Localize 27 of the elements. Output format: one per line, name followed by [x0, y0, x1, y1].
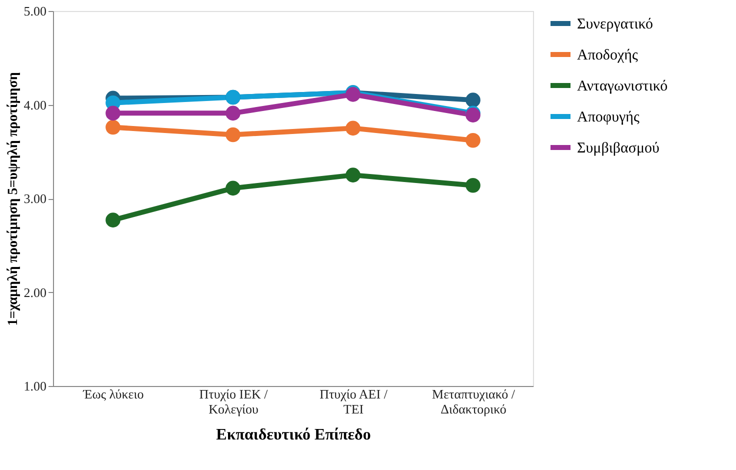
point	[106, 106, 120, 121]
point	[106, 212, 120, 228]
point	[226, 106, 240, 121]
point	[466, 178, 480, 193]
x-axis-title: Εκπαιδευτικό Επίπεδο	[216, 426, 371, 444]
legend-label: Συμβιβασμού	[577, 140, 660, 156]
x-tick-label: Πτυχίο ΙΕΚ / Κολεγίου	[199, 386, 268, 416]
y-tick-label: 4.00	[24, 97, 46, 112]
y-tick-label: 2.00	[24, 284, 46, 300]
y-tick-label: 1.00	[24, 378, 46, 394]
x-tick-label: Μεταπτυχιακό / Διδακτορικό	[432, 386, 516, 416]
legend-label: Αποδοχής	[577, 48, 638, 64]
x-tick-label: Έως λύκειο	[82, 386, 144, 402]
point	[466, 132, 480, 148]
y-tick-label: 5.00	[24, 4, 46, 18]
y-tick-label: 3.00	[24, 191, 46, 206]
x-tick-label: Πτυχίο ΑΕΙ / ΤΕΙ	[320, 386, 388, 416]
point	[346, 168, 360, 182]
legend-label: Αποφυγής	[577, 110, 640, 126]
legend-label: Ανταγωνιστικό	[577, 78, 668, 94]
point	[226, 180, 240, 196]
point	[226, 127, 240, 142]
point	[466, 92, 480, 108]
point	[106, 120, 120, 135]
point	[346, 120, 360, 136]
legend-label: Συνεργατικό	[577, 16, 654, 32]
y-axis-title: 1=χαμηλή προτίμηση 5=υψηλή προτίμηση	[6, 72, 21, 326]
